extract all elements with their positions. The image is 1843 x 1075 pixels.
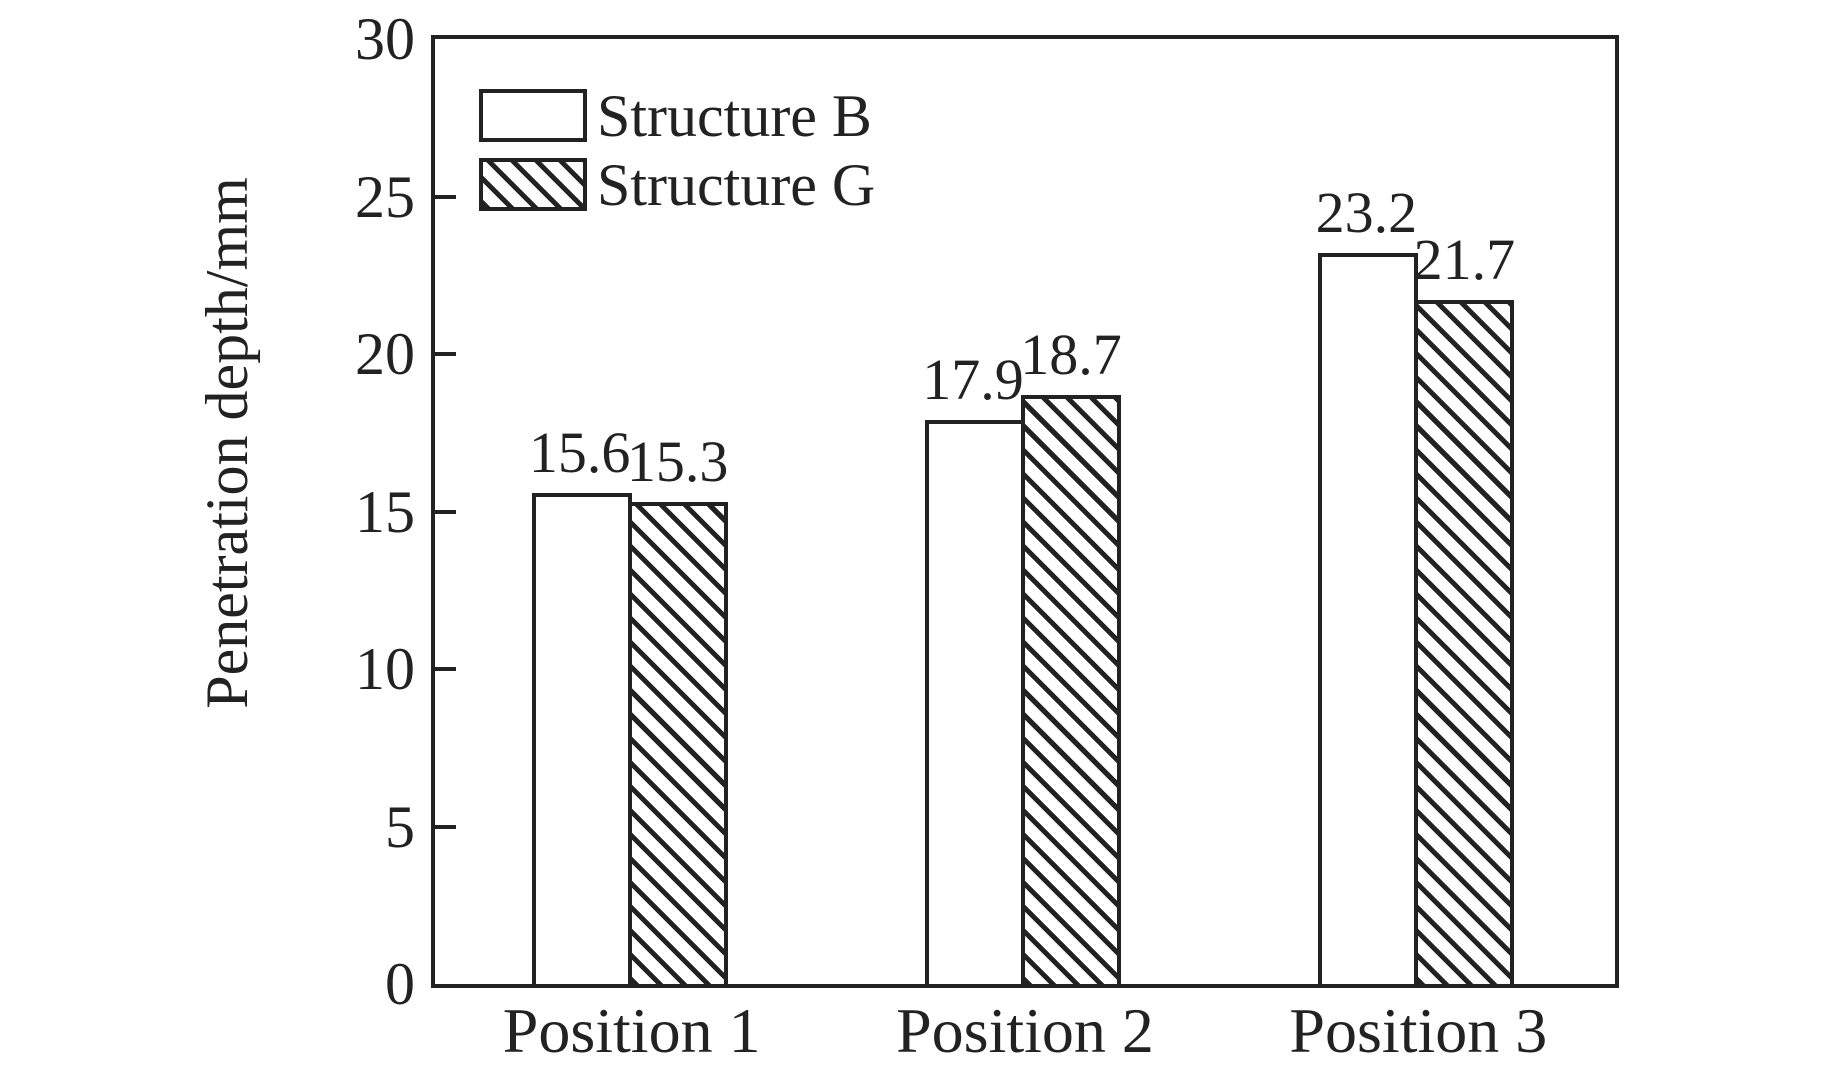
y-tick-label-20: 20 bbox=[355, 321, 415, 387]
legend-row-structure-g: Structure G bbox=[479, 155, 875, 215]
value-label-structure-b-position-2: 17.9 bbox=[922, 347, 1024, 413]
y-tick-label-25: 25 bbox=[355, 163, 415, 230]
value-label-structure-b-position-3: 23.2 bbox=[1315, 180, 1418, 246]
y-tick-15 bbox=[435, 509, 456, 514]
y-axis-title: Penetration depth/mm bbox=[194, 177, 260, 709]
y-tick-label-5: 5 bbox=[385, 793, 415, 860]
value-label-structure-g-position-1: 15.3 bbox=[626, 429, 729, 495]
bar-structure-g-position-3 bbox=[1414, 300, 1515, 984]
value-label-structure-b-position-1: 15.6 bbox=[528, 419, 631, 485]
y-tick-label-10: 10 bbox=[355, 636, 415, 702]
legend: Structure B Structure G bbox=[479, 86, 875, 227]
y-tick-label-0: 0 bbox=[385, 951, 415, 1017]
legend-row-structure-b: Structure B bbox=[479, 86, 875, 146]
hatched-swatch-icon bbox=[479, 158, 587, 211]
bar-structure-g-position-2 bbox=[1021, 394, 1121, 984]
bar-structure-b-position-1 bbox=[531, 492, 632, 984]
legend-label: Structure G bbox=[597, 151, 876, 218]
plain-swatch-icon bbox=[479, 89, 587, 142]
y-tick-20 bbox=[435, 352, 456, 356]
x-category-label-1: Position 1 bbox=[502, 995, 761, 1066]
x-category-label-3: Position 3 bbox=[1289, 995, 1548, 1066]
bar-structure-b-position-3 bbox=[1318, 253, 1419, 984]
y-tick-10 bbox=[435, 667, 456, 671]
bar-structure-g-position-1 bbox=[627, 502, 728, 984]
legend-label: Structure B bbox=[597, 82, 872, 149]
value-label-structure-g-position-3: 21.7 bbox=[1413, 227, 1516, 293]
y-tick-label-15: 15 bbox=[355, 478, 415, 545]
y-tick-25 bbox=[435, 194, 456, 199]
bar-structure-b-position-2 bbox=[925, 420, 1025, 984]
y-tick-5 bbox=[435, 824, 456, 829]
y-tick-label-30: 30 bbox=[355, 6, 415, 72]
value-label-structure-g-position-2: 18.7 bbox=[1020, 321, 1122, 387]
x-category-label-2: Position 2 bbox=[896, 995, 1154, 1066]
plot-area: Structure B Structure G bbox=[431, 35, 1619, 988]
